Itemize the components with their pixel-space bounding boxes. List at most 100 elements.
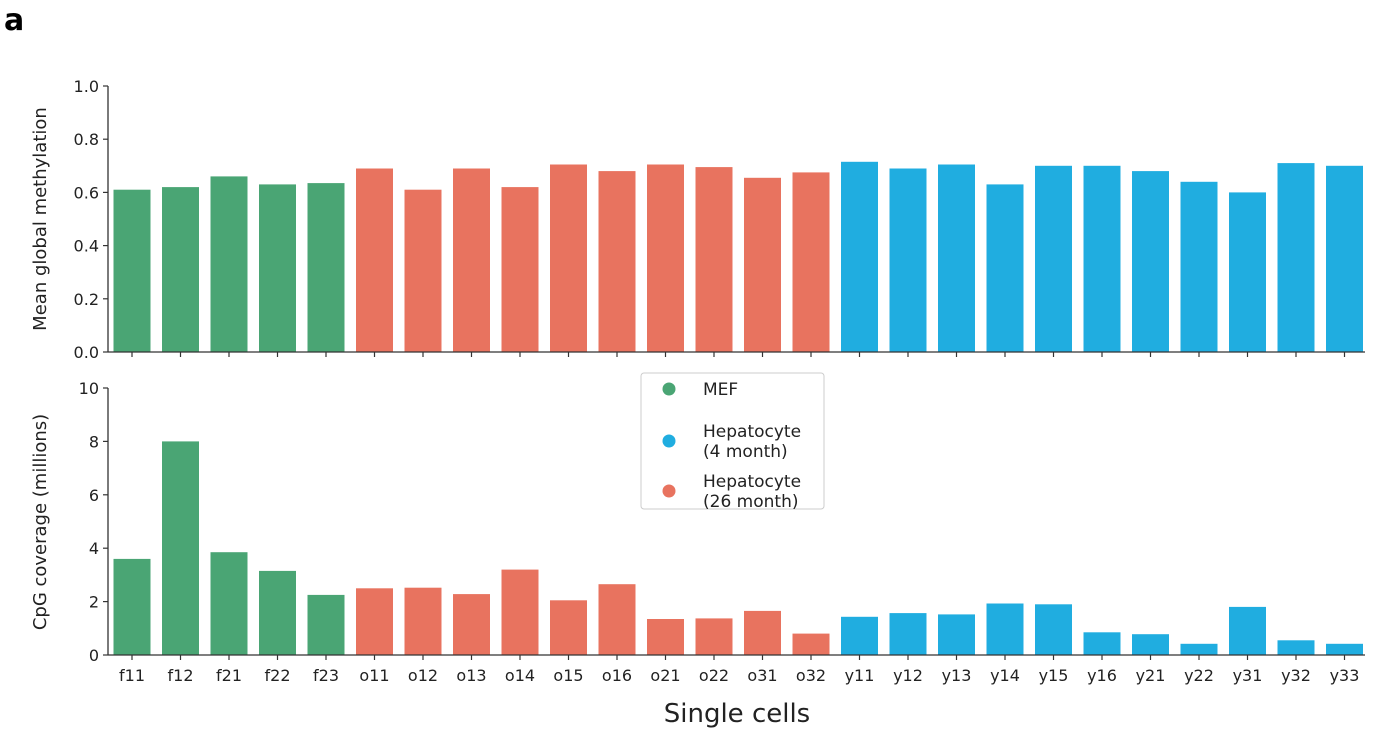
coverage-bar-y31 <box>1229 606 1266 655</box>
coverage-bar-y22 <box>1180 643 1218 655</box>
coverage-x-tick-label-y22: y22 <box>1184 666 1214 685</box>
coverage-bar-f22 <box>259 570 296 655</box>
coverage-y-tick-label: 4 <box>89 539 99 558</box>
coverage-x-tick-label-y11: y11 <box>845 666 875 685</box>
coverage-y-ticks: 0 2 4 6 8 10 <box>79 379 108 665</box>
coverage-bar-y14 <box>986 603 1024 655</box>
x-axis-title: Single cells <box>664 699 810 729</box>
coverage-bar-f21 <box>210 552 248 655</box>
methylation-bar-y14 <box>986 184 1024 352</box>
methylation-bar-f23 <box>307 183 345 352</box>
coverage-x-tick-label-f12: f12 <box>168 666 194 685</box>
coverage-x-tick-label-y15: y15 <box>1039 666 1069 685</box>
methylation-bars <box>113 161 1363 352</box>
legend-label-young: Hepatocyte <box>703 422 801 442</box>
methylation-bar-f22 <box>259 184 296 352</box>
coverage-x-tick-label-y16: y16 <box>1087 666 1117 685</box>
legend-marker-old <box>662 484 676 498</box>
coverage-bar-y11 <box>841 616 878 655</box>
coverage-bar-y33 <box>1326 643 1363 655</box>
coverage-x-tick-label-f11: f11 <box>119 666 145 685</box>
coverage-bar-o22 <box>695 618 733 655</box>
coverage-y-axis-title: CpG coverage (millions) <box>30 414 51 630</box>
methylation-bar-f21 <box>210 176 248 352</box>
methylation-y-tick-label: 0.6 <box>74 183 99 202</box>
coverage-x-tick-label-o11: o11 <box>359 666 389 685</box>
methylation-x-ticks <box>131 352 1346 357</box>
coverage-bar-o15 <box>550 600 587 655</box>
coverage-y-tick-label: 10 <box>79 379 99 398</box>
methylation-y-tick-label: 0.0 <box>74 343 99 362</box>
methylation-bar-y16 <box>1083 165 1121 352</box>
coverage-x-tick-label-y32: y32 <box>1281 666 1311 685</box>
coverage-bar-f11 <box>113 558 151 655</box>
coverage-x-tick-label-o13: o13 <box>456 666 486 685</box>
methylation-bar-y32 <box>1277 163 1315 352</box>
methylation-y-tick-label: 0.2 <box>74 290 99 309</box>
methylation-axes <box>107 86 1365 353</box>
coverage-bar-y12 <box>889 613 927 655</box>
methylation-bar-o16 <box>598 171 636 352</box>
methylation-bar-y21 <box>1132 171 1169 352</box>
coverage-bar-y13 <box>938 614 975 655</box>
methylation-bar-o21 <box>647 164 684 352</box>
coverage-bar-o14 <box>501 569 539 655</box>
coverage-bar-o13 <box>453 594 490 655</box>
legend-frame <box>640 372 825 510</box>
coverage-bar-y16 <box>1083 632 1121 655</box>
coverage-bar-o32 <box>792 633 830 655</box>
coverage-bar-o11 <box>356 588 393 656</box>
methylation-bar-f12 <box>162 187 199 352</box>
coverage-x-tick-label-o14: o14 <box>505 666 535 685</box>
methylation-bar-y33 <box>1326 165 1363 352</box>
coverage-bar-o12 <box>404 587 442 655</box>
coverage-x-tick-label-y33: y33 <box>1330 666 1360 685</box>
methylation-y-axis-title: Mean global methylation <box>30 107 51 331</box>
methylation-bar-y15 <box>1035 165 1072 352</box>
coverage-y-tick-label: 2 <box>89 593 99 612</box>
methylation-bar-o11 <box>356 168 393 352</box>
methylation-bar-y22 <box>1180 181 1218 352</box>
coverage-chart: 0 2 4 6 8 10 f11 f12 f21 f22 f23 o11 o12 o13 o14 o15 o1… <box>30 372 1365 729</box>
coverage-y-tick-label: 0 <box>89 646 99 665</box>
methylation-bar-y12 <box>889 168 927 352</box>
coverage-x-tick-label-o31: o31 <box>747 666 777 685</box>
coverage-x-tick-label-f23: f23 <box>313 666 339 685</box>
legend-label-young: (4 month) <box>703 442 788 462</box>
coverage-x-tick-label-o16: o16 <box>602 666 632 685</box>
coverage-x-tick-label-y12: y12 <box>893 666 923 685</box>
coverage-bar-o16 <box>598 584 636 655</box>
methylation-bar-o14 <box>501 187 539 352</box>
coverage-x-tick-label-o12: o12 <box>408 666 438 685</box>
methylation-bar-y11 <box>841 161 878 352</box>
coverage-x-ticks: f11 f12 f21 f22 f23 o11 o12 o13 o14 o15 o16 o21 o22 o… <box>119 655 1359 685</box>
coverage-axes <box>107 388 1365 656</box>
methylation-bar-o32 <box>792 172 830 352</box>
legend-marker-young <box>662 434 676 448</box>
coverage-x-tick-label-o15: o15 <box>553 666 583 685</box>
coverage-x-tick-label-y13: y13 <box>942 666 972 685</box>
methylation-y-ticks: 0.0 0.2 0.4 0.6 0.8 1.0 <box>74 77 108 362</box>
legend-label-MEF: MEF <box>703 380 738 400</box>
coverage-x-tick-label-f22: f22 <box>265 666 291 685</box>
coverage-bar-y15 <box>1035 604 1072 655</box>
coverage-y-tick-label: 8 <box>89 432 99 451</box>
coverage-x-tick-label-y31: y31 <box>1233 666 1263 685</box>
methylation-y-tick-label: 0.4 <box>74 237 99 256</box>
coverage-x-tick-label-y14: y14 <box>990 666 1020 685</box>
coverage-bar-f23 <box>307 594 345 655</box>
methylation-bar-y13 <box>938 164 975 352</box>
legend-marker-MEF <box>662 382 676 396</box>
methylation-chart: 0.0 0.2 0.4 0.6 0.8 1.0 Mean global methylati… <box>30 77 1365 362</box>
methylation-y-tick-label: 0.8 <box>74 130 99 149</box>
methylation-bar-o31 <box>744 177 781 352</box>
legend-label-old: (26 month) <box>703 492 798 512</box>
methylation-bar-o15 <box>550 164 587 352</box>
methylation-bar-o12 <box>404 189 442 352</box>
coverage-bar-o21 <box>647 619 684 655</box>
coverage-x-tick-label-o21: o21 <box>650 666 680 685</box>
methylation-bar-o22 <box>695 167 733 352</box>
methylation-bar-y31 <box>1229 192 1266 352</box>
